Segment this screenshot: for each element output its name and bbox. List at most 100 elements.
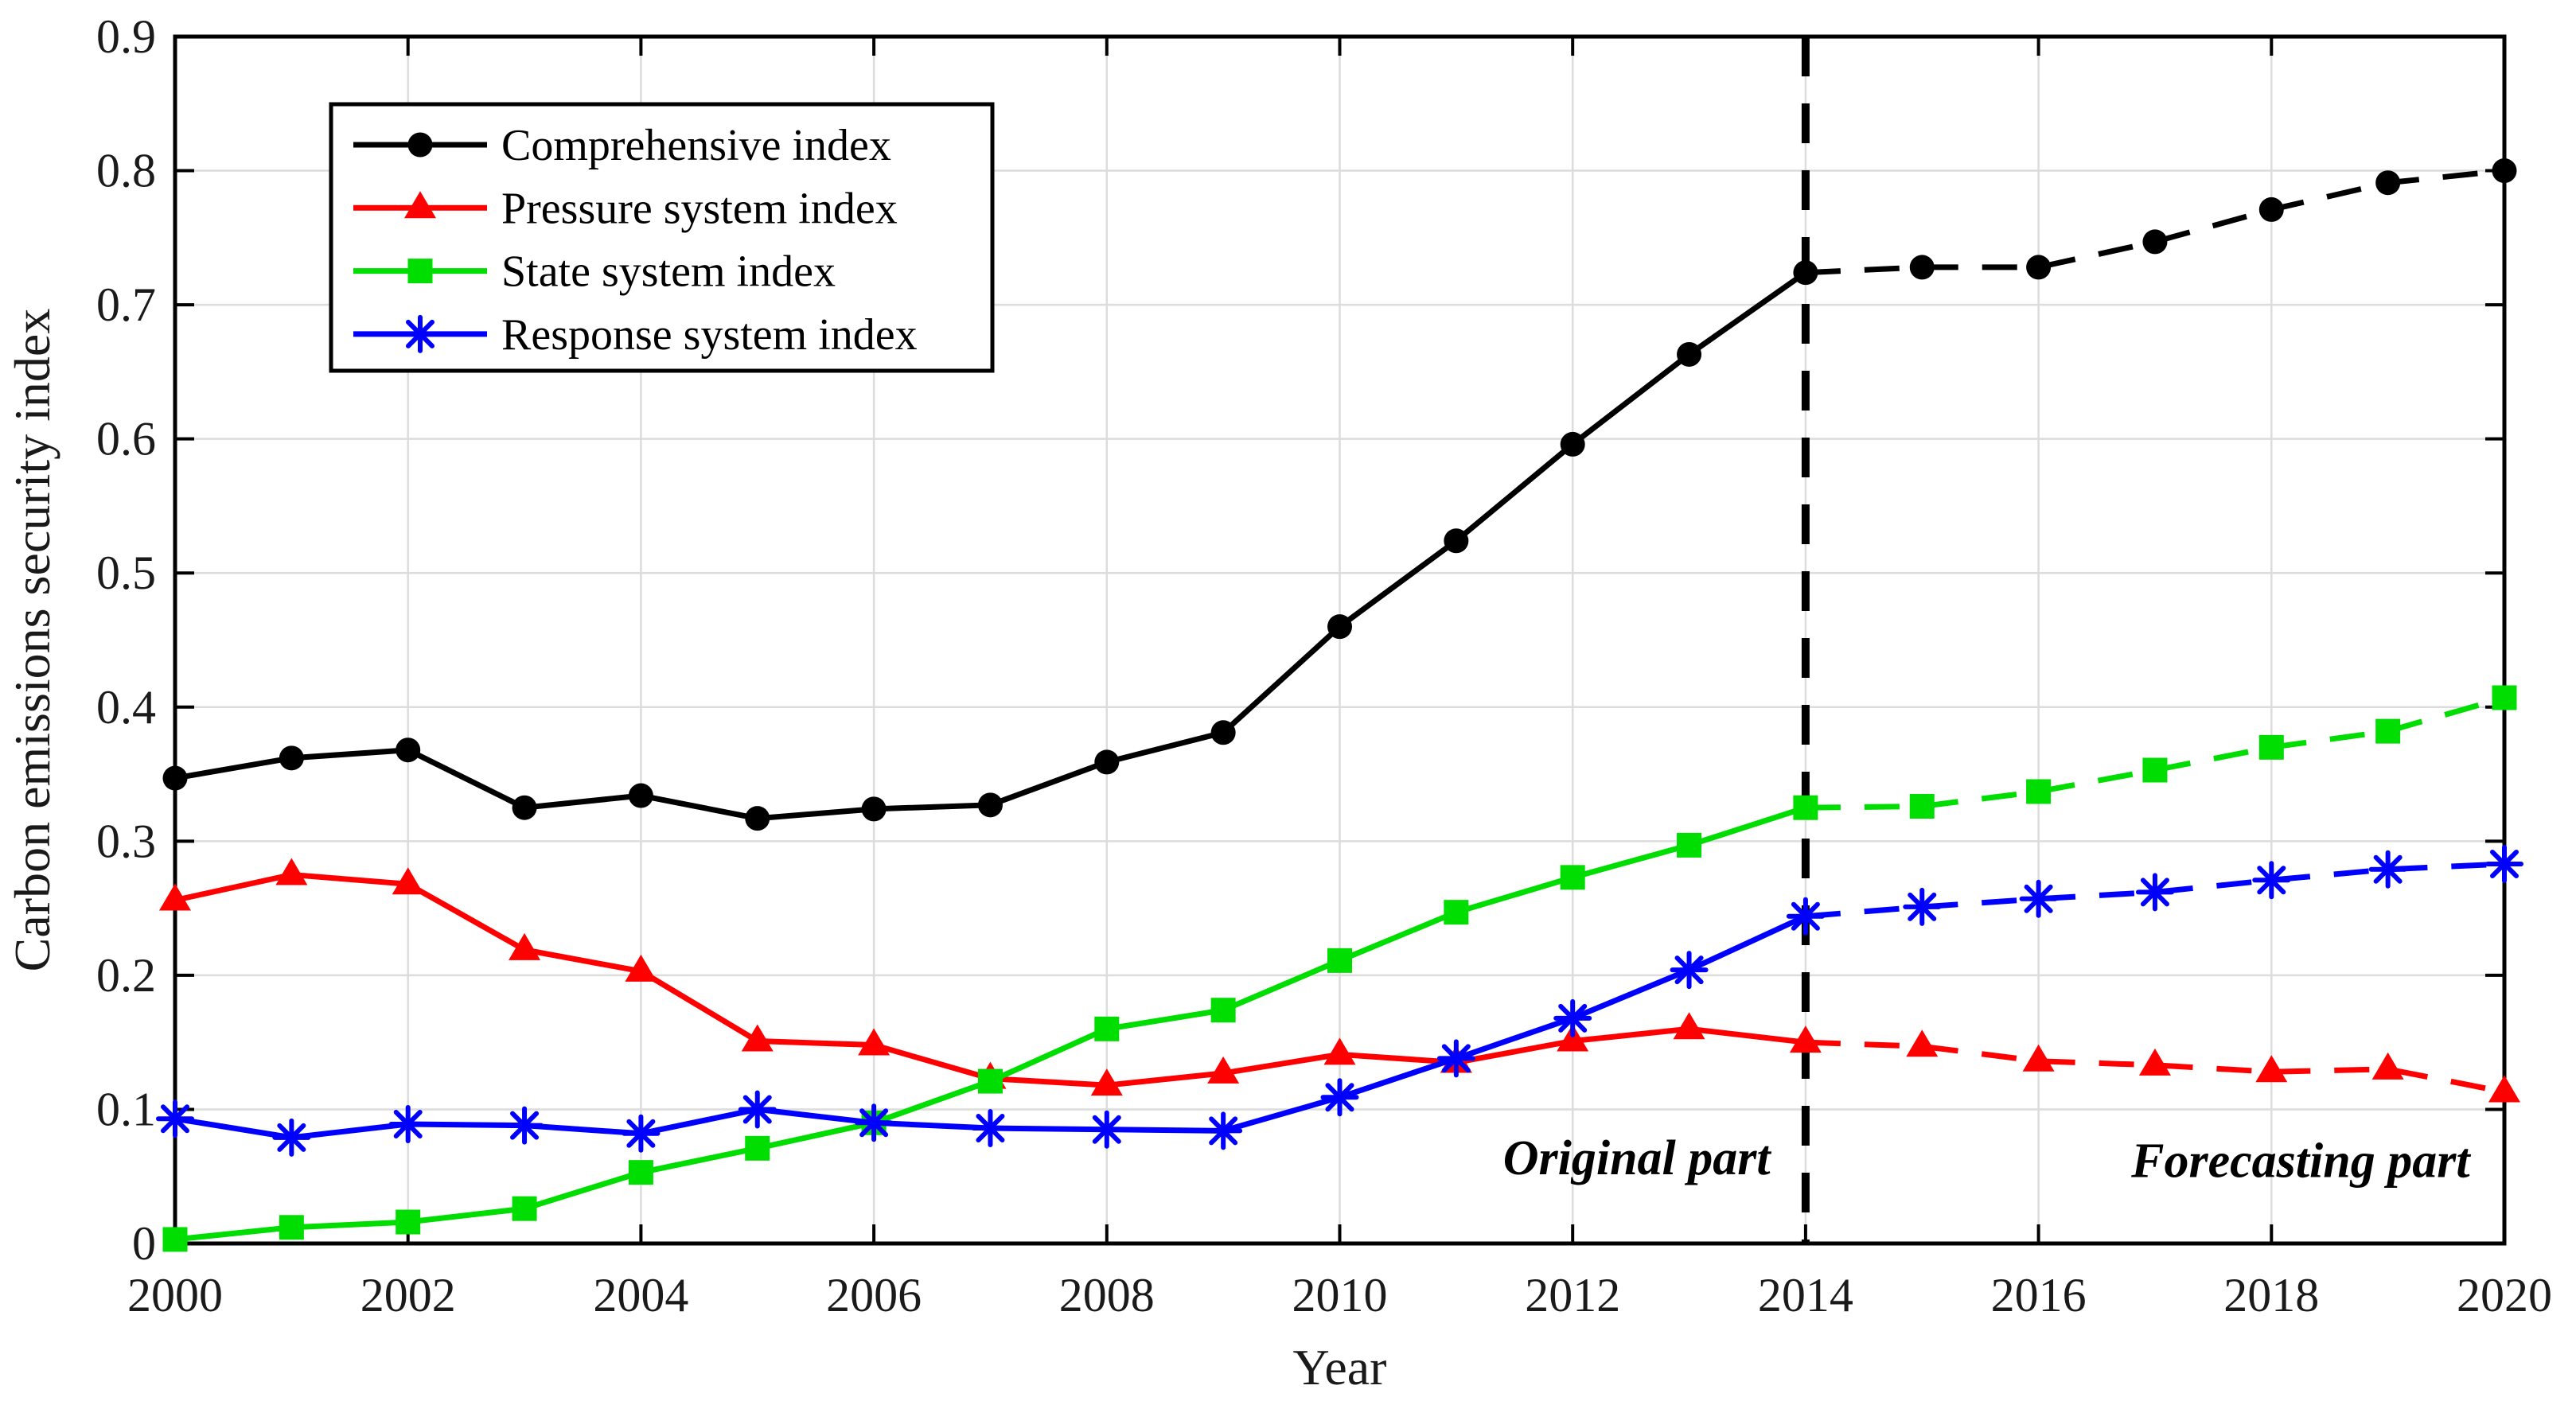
triangle-marker: [1673, 1012, 1705, 1040]
circle-marker: [745, 806, 770, 831]
triangle-marker: [2371, 1052, 2404, 1080]
triangle-marker: [509, 932, 541, 960]
asterisk-marker-stroke: [976, 1114, 1005, 1143]
asterisk-marker-stroke: [161, 1104, 189, 1134]
triangle-marker: [1557, 1024, 1589, 1052]
y-axis-tick-label: 0.4: [96, 681, 156, 734]
asterisk-marker-stroke: [1209, 1116, 1238, 1146]
square-marker: [1560, 865, 1585, 890]
circle-marker: [628, 783, 653, 808]
triangle-marker: [1789, 1025, 1822, 1053]
triangle-marker: [858, 1028, 890, 1056]
square-marker: [2026, 779, 2052, 804]
circle-marker: [407, 132, 433, 158]
y-axis-tick-label: 0.5: [96, 547, 156, 599]
triangle-marker: [741, 1024, 774, 1052]
square-marker: [2258, 734, 2284, 760]
legend-label-state-system-index: State system index: [501, 247, 836, 297]
square-marker: [1793, 795, 1818, 820]
square-marker: [1094, 1016, 1120, 1041]
square-marker: [2492, 685, 2517, 710]
x-axis-tick-label: 2004: [593, 1269, 688, 1321]
y-axis-tick-label: 0: [132, 1217, 156, 1270]
circle-marker: [2142, 229, 2168, 255]
triangle-marker: [2138, 1048, 2171, 1076]
asterisk-marker-stroke: [393, 1109, 423, 1138]
legend-label-comprehensive-index: Comprehensive index: [501, 121, 891, 170]
x-axis-tick-label: 2000: [127, 1269, 223, 1321]
circle-marker: [1327, 614, 1352, 640]
triangle-marker: [625, 954, 657, 982]
x-axis-tick-label: 2020: [2457, 1269, 2552, 1321]
circle-marker: [279, 745, 304, 771]
asterisk-marker-stroke: [1325, 1083, 1354, 1112]
asterisk-marker-stroke: [2373, 854, 2403, 884]
circle-marker: [1909, 255, 1935, 280]
y-axis-tick-label: 0.7: [96, 278, 156, 331]
square-marker: [162, 1227, 188, 1252]
triangle-marker: [275, 858, 308, 885]
circle-marker: [512, 795, 537, 820]
y-axis-tick-label: 0.6: [96, 413, 156, 465]
x-axis-tick-label: 2008: [1059, 1269, 1155, 1321]
y-axis-title: Carbon emissions security index: [4, 309, 60, 972]
triangle-marker: [159, 883, 191, 911]
asterisk-marker-stroke: [1441, 1044, 1471, 1073]
y-axis-tick-label: 0.9: [96, 10, 156, 63]
circle-marker: [162, 765, 188, 791]
square-marker: [1444, 900, 1469, 925]
circle-marker: [1560, 431, 1585, 457]
triangle-marker: [2022, 1044, 2055, 1072]
square-marker: [1210, 998, 1236, 1023]
triangle-marker: [1207, 1056, 1240, 1084]
x-axis-tick-label: 2006: [826, 1269, 922, 1321]
circle-marker: [1210, 720, 1236, 745]
circle-marker: [2258, 197, 2284, 222]
triangle-marker: [1906, 1029, 1939, 1057]
square-marker: [279, 1215, 304, 1240]
circle-marker: [1444, 528, 1469, 554]
x-axis-tick-label: 2018: [2223, 1269, 2319, 1321]
square-marker: [745, 1135, 770, 1161]
legend-box: [329, 102, 995, 373]
asterisk-marker-stroke: [742, 1095, 772, 1124]
asterisk-marker-stroke: [1558, 1003, 1588, 1033]
x-axis-tick-label: 2002: [360, 1269, 456, 1321]
asterisk-marker-stroke: [626, 1119, 656, 1148]
asterisk-marker-stroke: [2024, 884, 2053, 913]
circle-marker: [396, 737, 421, 763]
triangle-marker: [2255, 1055, 2288, 1083]
circle-marker: [1793, 260, 1818, 286]
y-axis-tick-label: 0.8: [96, 145, 156, 197]
circle-marker: [2375, 170, 2401, 196]
asterisk-marker-stroke: [2257, 866, 2286, 895]
x-axis-tick-label: 2012: [1525, 1269, 1620, 1321]
square-marker: [1909, 794, 1935, 819]
square-marker: [2142, 757, 2168, 783]
circle-marker: [861, 796, 887, 822]
asterisk-marker-stroke: [510, 1111, 540, 1140]
x-axis-tick-label: 2010: [1292, 1269, 1388, 1321]
triangle-marker: [1323, 1037, 1356, 1065]
triangle-marker: [392, 867, 424, 895]
square-marker: [977, 1068, 1003, 1094]
asterisk-marker-stroke: [1674, 955, 1704, 985]
asterisk-marker-stroke: [1791, 901, 1820, 931]
asterisk-marker-stroke: [406, 319, 435, 348]
square-marker: [512, 1196, 537, 1221]
x-axis-tick-label: 2016: [1991, 1269, 2087, 1321]
circle-marker: [2026, 255, 2052, 280]
asterisk-marker-stroke: [2490, 849, 2519, 878]
circle-marker: [1677, 341, 1702, 367]
asterisk-marker-stroke: [1092, 1115, 1121, 1144]
square-marker: [396, 1209, 421, 1235]
x-axis-tick-label: 2014: [1758, 1269, 1853, 1321]
y-axis-tick-label: 0.1: [96, 1083, 156, 1135]
y-axis-tick-label: 0.2: [96, 949, 156, 1002]
square-marker: [628, 1160, 653, 1185]
asterisk-marker-stroke: [859, 1108, 889, 1138]
asterisk-marker-stroke: [277, 1123, 306, 1152]
asterisk-marker-stroke: [2140, 878, 2169, 907]
square-marker: [1677, 832, 1702, 858]
